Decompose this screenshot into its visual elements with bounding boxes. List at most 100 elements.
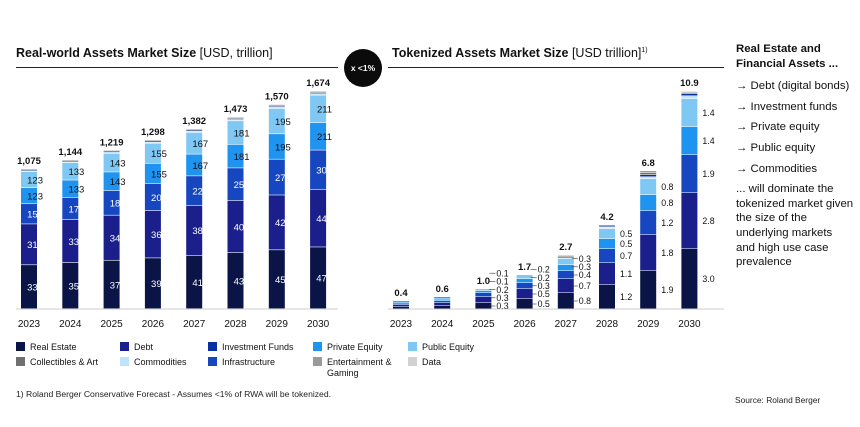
left-bar-segment [62, 219, 79, 263]
right-bar-segment [516, 279, 533, 283]
left-bar-segment [62, 197, 79, 220]
left-bar-value-label: 421 [275, 218, 291, 229]
left-bar-value-label: 123 [27, 192, 43, 203]
right-bar-segment [393, 303, 409, 305]
left-bar-value-label: 155 [151, 149, 167, 160]
right-bar-segment [681, 94, 698, 96]
left-bar-segment [268, 108, 285, 134]
left-bar-value-label: 372 [110, 280, 126, 291]
right-bar-total-label: 1.7 [518, 262, 531, 273]
left-bar-value-label: 123 [27, 176, 43, 187]
left-bar-segment [268, 195, 285, 250]
left-x-tick-label: 2025 [100, 319, 123, 330]
right-bar-segment [516, 275, 533, 279]
left-title-unit: [USD, trillion] [199, 46, 273, 60]
right-bar-segment [681, 99, 698, 127]
left-x-tick-label: 2026 [142, 319, 165, 330]
right-bar-segment [599, 285, 615, 309]
right-bar-segment [557, 293, 574, 309]
right-bar-value-label: 0.8 [661, 182, 673, 192]
left-bar-segment [103, 215, 120, 260]
left-title-main: Real-world Assets Market Size [16, 46, 200, 60]
right-bar-segment [434, 303, 451, 306]
right-bar-value-label: 0.1 [496, 277, 508, 287]
left-bar-value-label: 314 [27, 240, 43, 251]
side-item-debt: → Debt (digital bonds) [736, 80, 850, 93]
right-bar-segment [434, 297, 451, 299]
right-bar-segment [640, 211, 657, 235]
left-bar-value-label: 410 [192, 278, 208, 289]
left-bar-value-label: 143 [110, 177, 126, 188]
left-bar-value-label: 167 [192, 139, 208, 150]
left-bar-segment [144, 143, 161, 164]
right-bar-value-label: 0.3 [496, 293, 508, 303]
left-x-tick-label: 2024 [59, 319, 82, 330]
left-bar-value-label: 382 [192, 226, 208, 237]
left-bar-value-label: 430 [234, 277, 250, 288]
left-x-tick-label: 2028 [224, 319, 247, 330]
legend-label: Private Equity [327, 342, 383, 352]
right-bar-segment [434, 299, 451, 301]
left-bar-segment [227, 121, 244, 145]
left-bar-segment [103, 152, 120, 154]
right-chart-title: Tokenized Assets Market Size [USD trilli… [392, 46, 648, 60]
left-bar-value-label: 143 [110, 158, 126, 169]
left-title-rule [16, 67, 338, 69]
right-bar-value-label: 2.8 [702, 216, 714, 226]
right-bar-segment [599, 226, 615, 227]
left-bar-segment [62, 180, 79, 198]
right-bar-value-label: 0.7 [579, 281, 591, 291]
left-bar-segment [186, 132, 203, 154]
left-bar-segment [21, 204, 37, 224]
right-bar-segment [599, 227, 615, 229]
legend-label: Public Equity [422, 342, 475, 352]
legend-item: Debt [120, 342, 153, 352]
right-bar-segment [393, 305, 409, 307]
legend-item: Real Estate [16, 342, 77, 352]
right-bar-segment [681, 193, 698, 249]
left-bar-value-label: 171 [68, 204, 84, 215]
left-bar-segment [227, 253, 244, 309]
left-bar-value-label: 208 [151, 193, 167, 204]
right-title-rule [388, 67, 724, 69]
left-bar-value-label: 181 [234, 152, 250, 163]
right-title-main: Tokenized Assets Market Size [392, 46, 572, 60]
right-bar-value-label: 1.2 [661, 218, 673, 228]
charts-svg: 337 314 155 123 123 1,075 2023 354 330 171 133 133 1… [16, 78, 724, 330]
right-bar-segment [640, 271, 657, 309]
left-bar-segment [310, 247, 327, 309]
right-bar-segment [640, 175, 657, 177]
legend-label: Debt [134, 342, 154, 352]
right-bar-value-label: 1.2 [620, 292, 632, 302]
right-bar-segment [557, 271, 574, 279]
legend-swatch [208, 357, 217, 366]
right-x-tick-label: 2023 [390, 319, 413, 330]
left-bar-value-label: 452 [275, 275, 291, 286]
left-bar-value-label: 195 [275, 142, 291, 153]
left-bar-segment [62, 262, 79, 309]
legend-label: Collectibles & Art [30, 357, 99, 367]
right-bar-value-label: 1.9 [661, 285, 673, 295]
right-bar-segment [681, 93, 698, 94]
right-bar-value-label: 1.9 [702, 169, 714, 179]
right-bar-segment [516, 283, 533, 289]
left-bar-value-label: 211 [317, 132, 332, 143]
right-x-tick-label: 2026 [513, 319, 536, 330]
right-bar-segment [434, 301, 451, 303]
legend-item: Entertainment & Gaming [313, 357, 397, 379]
right-bar-total-label: 1.0 [477, 276, 490, 287]
right-bar-value-label: 0.1 [496, 268, 508, 278]
right-bar-value-label: 1.1 [620, 269, 632, 279]
right-bar-segment [516, 299, 533, 309]
legend-item: Public Equity [408, 342, 474, 352]
legend-swatch [408, 357, 417, 366]
right-bar-segment [681, 91, 698, 92]
left-bar-value-label: 133 [68, 167, 84, 178]
right-bar-segment [681, 249, 698, 309]
source-note: Source: Roland Berger [735, 395, 821, 405]
left-bar-segment [21, 172, 37, 188]
right-bar-segment [557, 265, 574, 271]
legend-item: Investment Funds [208, 342, 294, 352]
left-bar-value-label: 442 [316, 214, 332, 225]
right-bar-segment [640, 179, 657, 195]
